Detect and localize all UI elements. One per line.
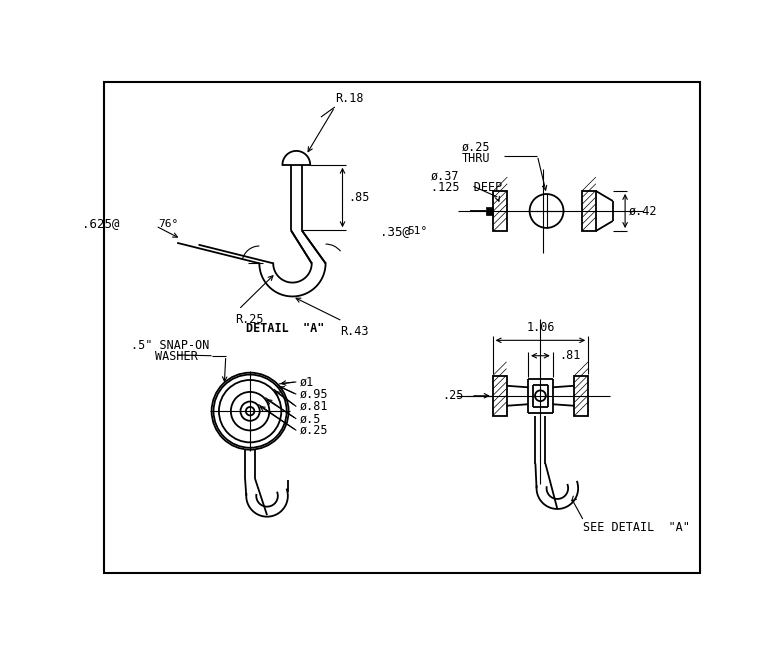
Text: .5" SNAP-ON: .5" SNAP-ON	[131, 339, 209, 352]
Text: .85: .85	[348, 191, 369, 204]
Text: .35@: .35@	[380, 225, 410, 238]
Text: ø.25: ø.25	[300, 424, 328, 437]
Text: DETAIL  "A": DETAIL "A"	[245, 322, 324, 335]
Text: WASHER: WASHER	[155, 351, 198, 364]
Text: 51°: 51°	[407, 226, 427, 237]
Bar	[492, 376, 506, 416]
Text: ø1: ø1	[300, 375, 314, 388]
Bar	[486, 207, 493, 215]
Text: ø.42: ø.42	[629, 205, 658, 218]
Bar	[582, 191, 596, 231]
Text: ø.25: ø.25	[462, 141, 490, 154]
Text: SEE DETAIL  "A": SEE DETAIL "A"	[583, 520, 690, 533]
Text: .81: .81	[559, 349, 580, 362]
Text: .25: .25	[442, 389, 463, 402]
Text: R.18: R.18	[335, 92, 363, 105]
Circle shape	[246, 407, 254, 415]
Text: R.43: R.43	[340, 325, 368, 338]
Text: .125  DEEP: .125 DEEP	[431, 181, 503, 194]
Text: ø.5: ø.5	[300, 412, 321, 425]
Text: ø.95: ø.95	[300, 388, 328, 400]
Text: 1.06: 1.06	[526, 321, 554, 334]
Text: R.25: R.25	[234, 314, 263, 327]
Text: ø.81: ø.81	[300, 400, 328, 413]
Text: ø.37: ø.37	[431, 170, 459, 183]
Text: .625@: .625@	[82, 217, 119, 230]
Text: 76°: 76°	[158, 218, 178, 229]
Text: THRU: THRU	[462, 152, 490, 165]
Bar	[574, 376, 588, 416]
Bar	[493, 191, 507, 231]
